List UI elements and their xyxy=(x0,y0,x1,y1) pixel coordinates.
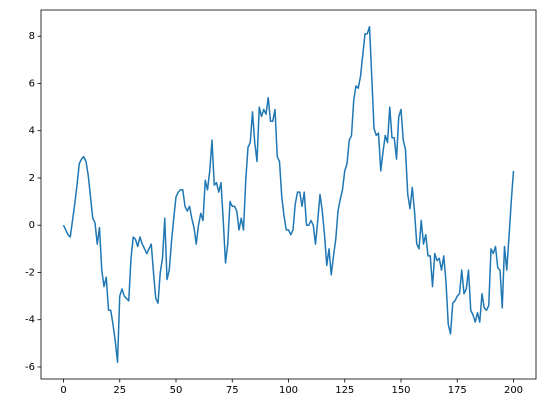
x-tick-label: 125 xyxy=(335,385,354,396)
x-tick-label: 200 xyxy=(504,385,523,396)
axes-frame xyxy=(40,9,537,380)
x-tick-label: 25 xyxy=(113,385,126,396)
x-tick-label: 75 xyxy=(226,385,239,396)
x-tick-label: 50 xyxy=(170,385,183,396)
y-tick-label: -2 xyxy=(25,267,35,278)
y-tick-label: -4 xyxy=(25,315,35,326)
y-tick-label: -6 xyxy=(25,362,35,373)
y-tick-label: 6 xyxy=(29,78,35,89)
y-tick-label: 2 xyxy=(29,173,35,184)
y-tick-label: 8 xyxy=(29,31,35,42)
y-tick-label: 4 xyxy=(29,126,35,137)
y-tick-label: 0 xyxy=(29,220,35,231)
x-tick-label: 100 xyxy=(279,385,298,396)
data-line xyxy=(62,26,515,363)
x-tick-label: 0 xyxy=(60,385,66,396)
x-tick-label: 150 xyxy=(391,385,410,396)
x-tick-label: 175 xyxy=(448,385,467,396)
